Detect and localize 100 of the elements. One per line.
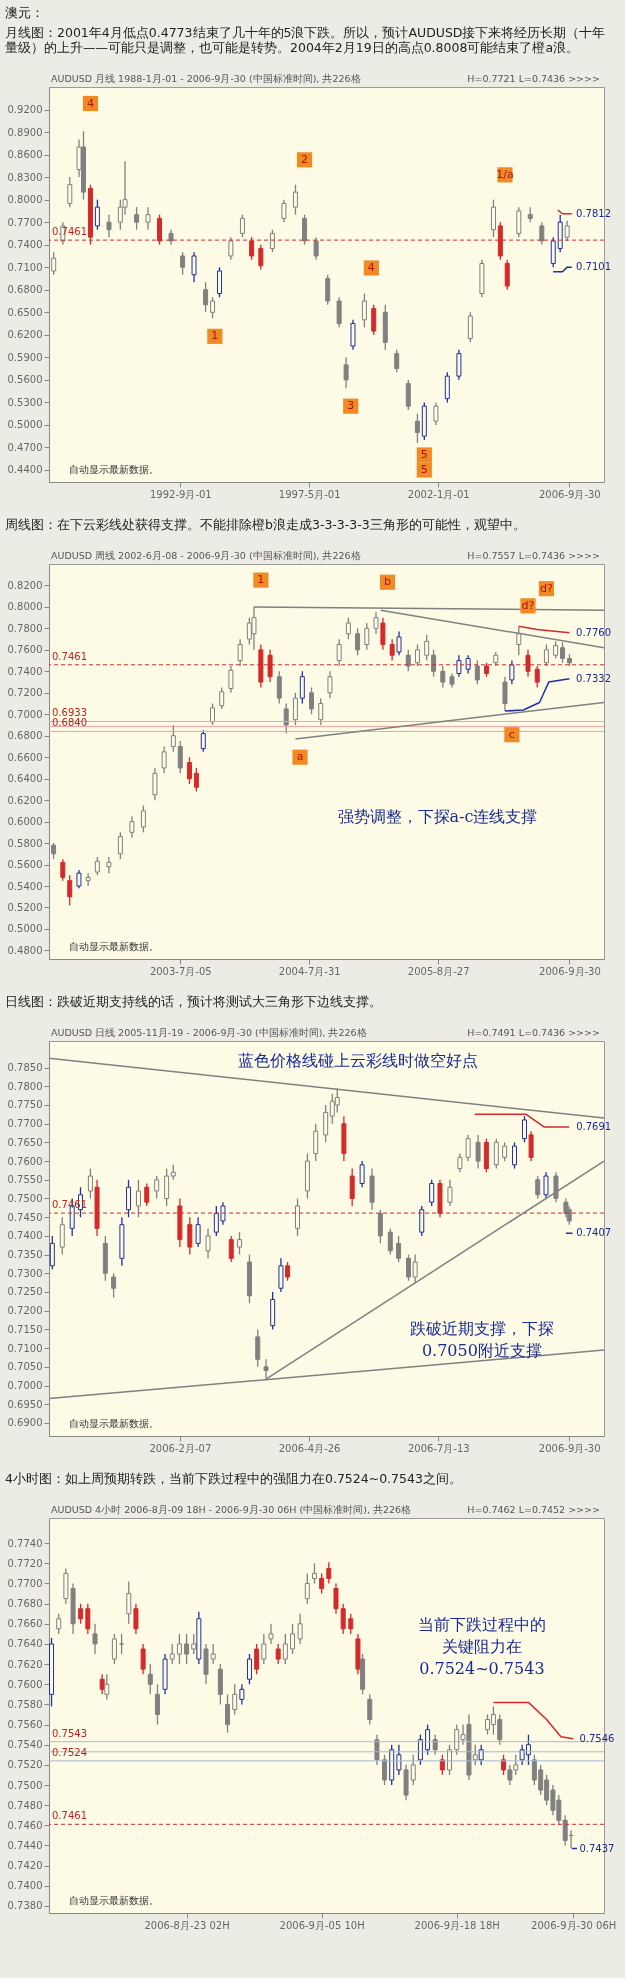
y-tick-label: 0.7480 bbox=[7, 1799, 43, 1811]
y-tick-label: 0.4400 bbox=[7, 464, 43, 476]
y-tick-label: 0.7600 bbox=[7, 1678, 43, 1690]
text: AUDUSD 4小时 2006-8月-09 18H - 2006-9月-30 06H (中国标准时间), 共226格 bbox=[51, 1504, 412, 1515]
annotation: b bbox=[384, 575, 392, 589]
annotation: 5 bbox=[420, 462, 428, 476]
y-tick-label: 0.7800 bbox=[7, 1080, 43, 1092]
x-tick-label: 2006-4月-26 bbox=[278, 1442, 341, 1454]
y-tick-label: 0.7400 bbox=[7, 239, 43, 251]
y-tick-label: 0.6000 bbox=[7, 816, 43, 828]
ref-line-label: 0.7461 bbox=[52, 1810, 87, 1822]
ref-line-label: 0.7461 bbox=[52, 226, 87, 238]
y-tick-label: 0.7200 bbox=[7, 1305, 43, 1317]
annotation: d? bbox=[540, 581, 553, 595]
y-tick-label: 0.6400 bbox=[7, 773, 43, 785]
y-tick-label: 0.7700 bbox=[7, 216, 43, 228]
x-tick-label: 2006-9月-30 06H bbox=[531, 1919, 617, 1931]
y-tick-label: 0.7460 bbox=[7, 1819, 43, 1831]
y-tick-label: 0.6950 bbox=[7, 1398, 43, 1410]
y-tick-label: 0.6900 bbox=[7, 1417, 43, 1429]
chart-title: 周线图：在下云彩线处获得支撑。不能排除橙b浪走成3-3-3-3-3三角形的可能性，观望中。 bbox=[5, 516, 526, 532]
y-tick-label: 0.7440 bbox=[7, 1839, 43, 1851]
text: AUDUSD 月线 1988-1月-01 - 2006-9月-30 (中国标准时间), 共226格 bbox=[51, 73, 361, 84]
y-tick-label: 0.5600 bbox=[7, 859, 43, 871]
x-tick-label: 2006-9月-18 18H bbox=[414, 1919, 500, 1931]
y-tick-label: 0.8600 bbox=[7, 149, 43, 161]
y-tick-label: 0.5600 bbox=[7, 374, 43, 386]
y-tick-label: 0.7650 bbox=[7, 1136, 43, 1148]
y-tick-label: 0.7000 bbox=[7, 708, 43, 720]
y-tick-label: 0.7740 bbox=[7, 1537, 43, 1549]
annotation: 1 bbox=[257, 573, 265, 587]
annotation: 4 bbox=[367, 260, 375, 274]
annotation: 2 bbox=[301, 152, 309, 166]
y-tick-label: 0.7500 bbox=[7, 1192, 43, 1204]
y-tick-label: 0.5200 bbox=[7, 901, 43, 913]
annotation: 当前下跌过程中的关键阻力在0.7524~0.7543 bbox=[417, 1614, 546, 1678]
text: AUDUSD 日线 2005-11月-19 - 2006-9月-30 (中国标准时间), 共226格 bbox=[51, 1027, 367, 1038]
x-tick-label: 2006-9月-30 bbox=[539, 965, 601, 977]
y-tick-label: 0.7420 bbox=[7, 1860, 43, 1872]
y-tick-label: 0.7250 bbox=[7, 1286, 43, 1298]
annotation: 自动显示最新数据。 bbox=[69, 1418, 159, 1429]
y-tick-label: 0.5000 bbox=[7, 923, 43, 935]
y-tick-label: 0.7100 bbox=[7, 1342, 43, 1354]
y-tick-label: 0.6800 bbox=[7, 730, 43, 742]
y-tick-label: 0.7580 bbox=[7, 1698, 43, 1710]
y-tick-label: 0.7400 bbox=[7, 665, 43, 677]
annotation: 0.7437 bbox=[579, 1842, 615, 1854]
y-tick-label: 0.6200 bbox=[7, 329, 43, 341]
y-tick-label: 0.7680 bbox=[7, 1598, 43, 1610]
y-tick-label: 0.7850 bbox=[7, 1062, 43, 1074]
y-tick-label: 0.8000 bbox=[7, 601, 43, 613]
y-tick-label: 0.7400 bbox=[7, 1230, 43, 1242]
x-tick-label: 2005-8月-27 bbox=[407, 965, 470, 977]
x-tick-label: 2006-8月-23 02H bbox=[144, 1919, 230, 1931]
y-tick-label: 0.4700 bbox=[7, 441, 43, 453]
y-tick-label: 0.7720 bbox=[7, 1557, 43, 1569]
y-tick-label: 0.7150 bbox=[7, 1323, 43, 1335]
annotation: 0.7407 bbox=[576, 1227, 612, 1239]
x-tick-label: 2006-2月-07 bbox=[149, 1442, 212, 1454]
x-tick-label: 2006-7月-13 bbox=[407, 1442, 470, 1454]
annotation: 1 bbox=[211, 329, 219, 343]
x-tick-label: 2006-9月-30 bbox=[538, 488, 601, 500]
y-tick-label: 0.7050 bbox=[7, 1361, 43, 1373]
y-tick-label: 0.7100 bbox=[7, 261, 43, 273]
annotation: c bbox=[508, 727, 515, 741]
annotation: 自动显示最新数据。 bbox=[69, 941, 159, 952]
annotation: 0.7101 bbox=[576, 261, 612, 273]
y-tick-label: 0.5300 bbox=[7, 396, 43, 408]
annotation: 跌破近期支撑，下探0.7050附近支撑 bbox=[409, 1319, 554, 1361]
y-tick-label: 0.7750 bbox=[7, 1099, 43, 1111]
y-tick-label: 0.6200 bbox=[7, 794, 43, 806]
text: H=0.7491 L=0.7436 >>>> bbox=[467, 1027, 600, 1038]
annotation: d? bbox=[521, 598, 535, 612]
y-tick-label: 0.7560 bbox=[7, 1719, 43, 1731]
y-tick-label: 0.7600 bbox=[7, 1155, 43, 1167]
y-tick-label: 0.8000 bbox=[7, 194, 43, 206]
ref-line-label: 0.7461 bbox=[52, 650, 87, 662]
y-tick-label: 0.7550 bbox=[7, 1174, 43, 1186]
y-tick-label: 0.7600 bbox=[7, 644, 43, 656]
ref-line-label: 0.6933 bbox=[52, 707, 87, 719]
ref-line-label: 0.7543 bbox=[52, 1727, 87, 1739]
y-tick-label: 0.7200 bbox=[7, 687, 43, 699]
y-tick-label: 0.7450 bbox=[7, 1211, 43, 1223]
y-tick-label: 0.6600 bbox=[7, 751, 43, 763]
y-tick-label: 0.6500 bbox=[7, 306, 43, 318]
y-tick-label: 0.8200 bbox=[7, 579, 43, 591]
text: H=0.7721 L=0.7436 >>>> bbox=[467, 73, 600, 84]
chart-title: 4小时图：如上周预期转跌，当前下跌过程中的强阻力在0.7524~0.7543之间。 bbox=[5, 1470, 462, 1486]
y-tick-label: 0.5000 bbox=[7, 419, 43, 431]
x-tick-label: 2004-7月-31 bbox=[278, 965, 341, 977]
y-tick-label: 0.7350 bbox=[7, 1249, 43, 1261]
text: H=0.7462 L=0.7452 >>>> bbox=[467, 1504, 600, 1515]
text: H=0.7557 L=0.7436 >>>> bbox=[467, 550, 600, 561]
y-tick-label: 0.7660 bbox=[7, 1618, 43, 1630]
x-tick-label: 1992-9月-01 bbox=[149, 488, 212, 500]
y-tick-label: 0.7700 bbox=[7, 1578, 43, 1589]
annotation: 0.7332 bbox=[576, 672, 612, 684]
annotation: 0.7546 bbox=[579, 1732, 615, 1744]
y-tick-label: 0.7400 bbox=[7, 1880, 43, 1892]
chart-subtitle: 月线图：2001年4月低点0.4773结束了几十年的5浪下跌。所以，预计AUDUSD接下来将经历长期（十年量级）的上升——可能只是调整，也可能是转势。2004年2月19日的高点0.8008可能结束了橙a浪。 bbox=[5, 25, 606, 55]
